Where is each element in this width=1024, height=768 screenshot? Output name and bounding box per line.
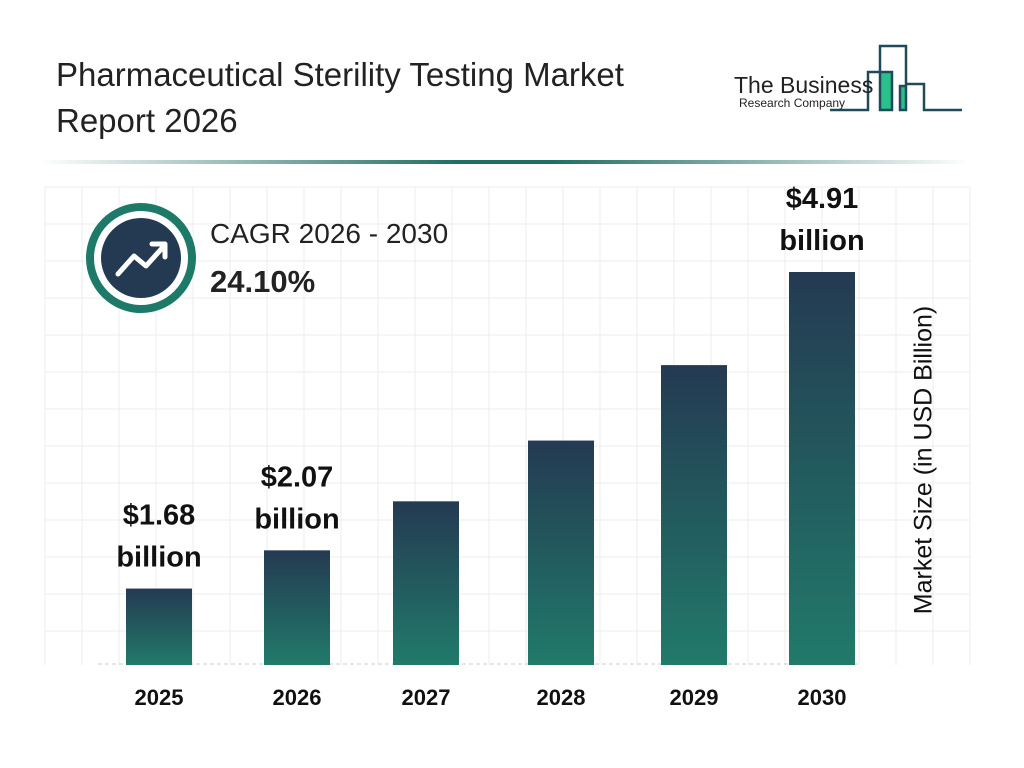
bar-2028 xyxy=(528,440,594,665)
bar-2025 xyxy=(126,588,192,665)
divider xyxy=(40,160,970,164)
y-axis-label: Market Size (in USD Billion) xyxy=(909,305,938,615)
bar-2029 xyxy=(661,365,727,665)
data-label: billion xyxy=(779,225,864,257)
data-label: $1.68 xyxy=(123,500,196,532)
bar-2027 xyxy=(393,501,459,665)
company-logo xyxy=(830,44,962,112)
trend-up-arrow-icon xyxy=(86,203,196,313)
data-label: $2.07 xyxy=(261,461,334,493)
title-line-2: Report 2026 xyxy=(56,102,238,139)
data-label: billion xyxy=(116,542,201,574)
x-tick-label: 2030 xyxy=(798,685,847,710)
title-line-1: Pharmaceutical Sterility Testing Market xyxy=(56,56,624,93)
cagr-value: 24.10% xyxy=(210,264,316,299)
logo-text-line1: The Business xyxy=(734,72,874,98)
x-tick-label: 2028 xyxy=(537,685,586,710)
data-label: billion xyxy=(254,503,339,535)
x-tick-label: 2025 xyxy=(135,685,184,710)
chart-title: Pharmaceutical Sterility Testing Market … xyxy=(56,52,736,144)
bar-2030 xyxy=(789,272,855,665)
x-tick-label: 2026 xyxy=(273,685,322,710)
x-tick-label: 2027 xyxy=(402,685,451,710)
x-tick-label: 2029 xyxy=(670,685,719,710)
bar-2026 xyxy=(264,550,330,665)
cagr-label: CAGR 2026 - 2030 xyxy=(210,218,449,249)
logo-text-line2: Research Company xyxy=(739,96,846,110)
data-label: $4.91 xyxy=(786,183,859,215)
